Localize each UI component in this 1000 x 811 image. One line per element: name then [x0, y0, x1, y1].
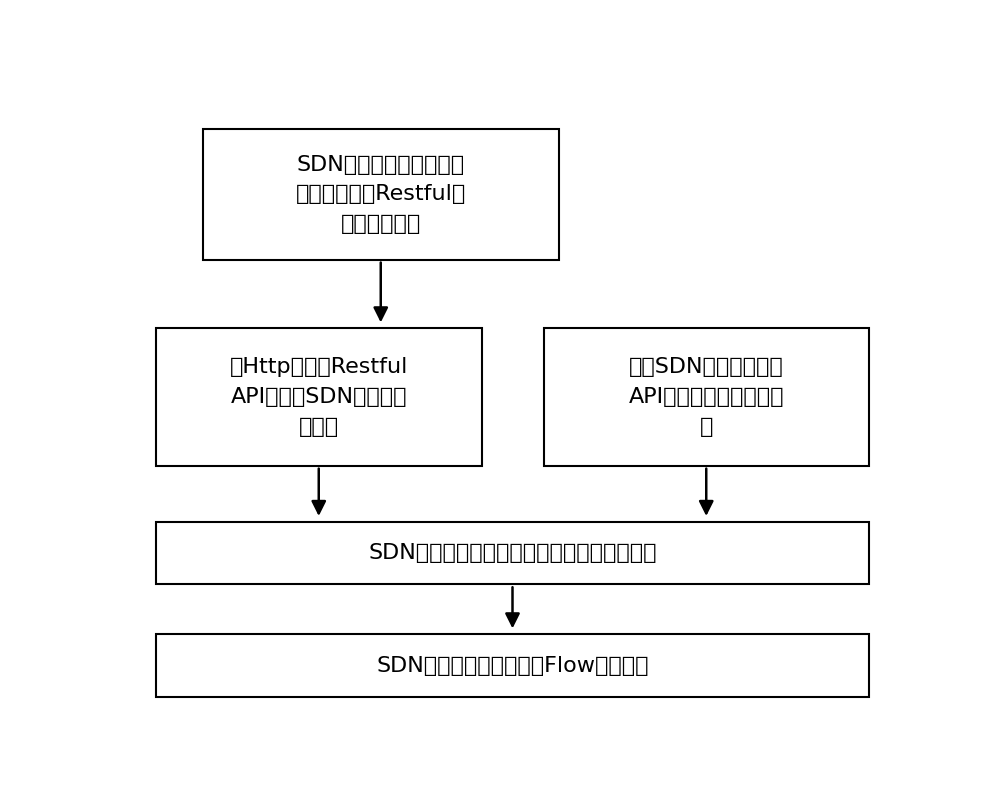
Text: SDN控制器通过南向接口协议模块将流表下发: SDN控制器通过南向接口协议模块将流表下发 — [368, 543, 657, 563]
FancyBboxPatch shape — [544, 328, 869, 466]
Text: SDN控制器北向接口收到
外部应用的的Restful，
请求流表下发: SDN控制器北向接口收到 外部应用的的Restful， 请求流表下发 — [296, 155, 466, 234]
FancyBboxPatch shape — [156, 634, 869, 697]
Text: 使用SDN控制器嵌入式
API编写内置应用下发流
表: 使用SDN控制器嵌入式 API编写内置应用下发流 表 — [629, 358, 784, 436]
FancyBboxPatch shape — [202, 129, 559, 260]
Text: SDN控制器南向接口收到Flow流表消息: SDN控制器南向接口收到Flow流表消息 — [376, 655, 649, 676]
FancyBboxPatch shape — [156, 522, 869, 585]
FancyBboxPatch shape — [156, 328, 482, 466]
Text: 将Http封装的Restful
API转换为SDN控制器程
序原语: 将Http封装的Restful API转换为SDN控制器程 序原语 — [230, 358, 408, 436]
